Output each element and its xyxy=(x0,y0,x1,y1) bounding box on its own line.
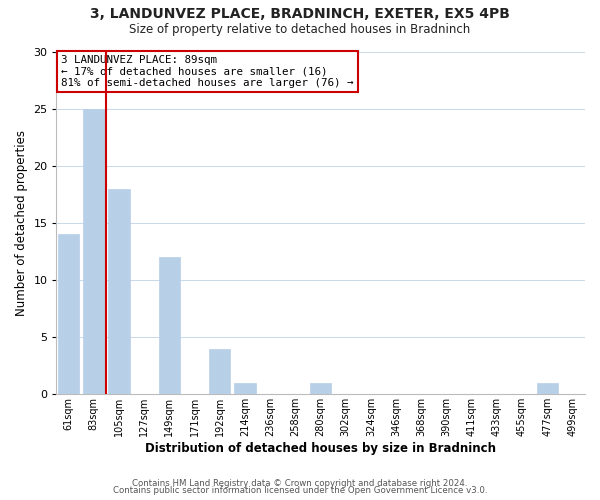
Bar xyxy=(209,348,230,395)
Text: 3 LANDUNVEZ PLACE: 89sqm
← 17% of detached houses are smaller (16)
81% of semi-d: 3 LANDUNVEZ PLACE: 89sqm ← 17% of detach… xyxy=(61,55,354,88)
Bar xyxy=(58,234,79,394)
Text: 3, LANDUNVEZ PLACE, BRADNINCH, EXETER, EX5 4PB: 3, LANDUNVEZ PLACE, BRADNINCH, EXETER, E… xyxy=(90,8,510,22)
Bar xyxy=(108,188,130,394)
Text: Contains HM Land Registry data © Crown copyright and database right 2024.: Contains HM Land Registry data © Crown c… xyxy=(132,478,468,488)
Bar xyxy=(234,383,256,394)
X-axis label: Distribution of detached houses by size in Bradninch: Distribution of detached houses by size … xyxy=(145,442,496,455)
Text: Contains public sector information licensed under the Open Government Licence v3: Contains public sector information licen… xyxy=(113,486,487,495)
Bar xyxy=(536,383,558,394)
Bar xyxy=(158,257,180,394)
Y-axis label: Number of detached properties: Number of detached properties xyxy=(15,130,28,316)
Text: Size of property relative to detached houses in Bradninch: Size of property relative to detached ho… xyxy=(130,22,470,36)
Bar xyxy=(310,383,331,394)
Bar xyxy=(83,108,104,395)
